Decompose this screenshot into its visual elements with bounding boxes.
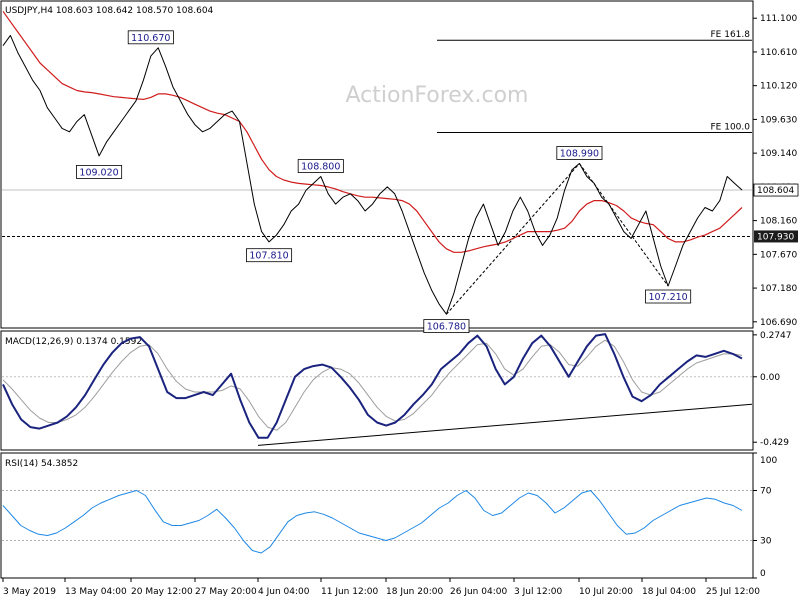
price-panel-frame [0,0,754,329]
macd-line [2,333,743,439]
price-y-tick-label: 111.100 [760,14,797,24]
swing-label: 110.670 [131,33,170,44]
swing-label-box [423,319,470,334]
rsi-panel-title: RSI(14) 54.3852 [5,459,78,469]
swing-label: 106.780 [427,322,466,333]
macd-panel-title: MACD(12,26,9) 0.1374 0.1592 [5,337,142,347]
rsi-y-tick-label: 100 [760,456,777,466]
swing-label-box [127,30,174,45]
fib-level-label: FE 100.0 [711,122,751,132]
swing-label-box [76,165,123,179]
rsi-line [2,490,743,554]
price-y-tick-label: 109.140 [760,149,797,159]
macd-y-tick-label: -0.429 [760,438,789,448]
macd-y-tick-label: 0.2747 [760,331,792,341]
x-axis-tick-label: 3 Jul 12:00 [514,587,563,597]
macd-y-tick-label: 0.00 [760,373,780,383]
swing-label: 107.210 [648,292,687,303]
macd-signal-line [2,339,743,431]
macd-layer: 0.2747 0.00 -0.429 [2,331,792,448]
swing-label-box [645,289,692,304]
x-axis-tick-label: 18 Jun 20:00 [386,587,443,597]
price-y-tick-label: 110.120 [760,82,797,92]
x-axis-tick-label: 3 May 2019 [3,587,56,597]
swing-label-box [297,159,344,173]
x-axis-tick-label: 18 Jul 04:00 [642,587,696,597]
x-axis-tick-label: 4 Jun 04:00 [258,587,310,597]
price-layer: 106.690107.180107.670108.160108.650109.1… [2,10,799,334]
swing-label: 108.990 [560,148,599,159]
last-price-tag [753,183,799,197]
support-level-label: 107.930 [757,232,794,242]
price-line [2,34,743,315]
price-y-tick-label: 110.610 [760,48,797,58]
support-level-tag [754,230,798,243]
x-axis-tick-label: 13 May 04:00 [65,587,127,597]
macd-panel-frame [0,330,754,451]
fib-level-label: FE 161.8 [711,30,751,40]
watermark-text: ActionForex.com [346,83,529,108]
swing-label: 108.800 [301,162,340,173]
swing-label-box [246,248,293,263]
x-axis-tick-label: 25 Jul 12:00 [706,587,760,597]
rsi-y-tick-label: 0 [760,569,766,579]
rsi-y-tick-label: 70 [760,487,772,497]
rsi-y-tick-label: 30 [760,537,772,547]
x-axis-tick-label: 20 May 12:00 [131,587,193,597]
rsi-layer: 100 70 30 0 [2,452,777,579]
price-panel-title: USDJPY,H4 108.603 108.642 108.570 108.60… [5,6,214,16]
swing-label-box [556,146,603,160]
x-axis-tick-label: 11 Jun 12:00 [321,587,378,597]
x-axis-tick-label: 27 May 20:00 [195,587,257,597]
price-y-tick-label: 106.690 [760,318,797,328]
x-axis: 3 May 2019 13 May 04:00 20 May 12:00 27 May… [2,578,760,597]
macd-trendline [257,403,753,446]
price-y-tick-label: 109.630 [760,115,797,125]
x-axis-tick-label: 26 Jun 04:00 [450,587,507,597]
price-y-tick-label: 108.160 [760,217,797,227]
rsi-panel-frame [0,452,754,579]
moving-average-line [2,10,743,253]
swing-label: 107.810 [249,251,288,262]
price-y-tick-label: 107.180 [760,284,797,294]
x-axis-tick-label: 10 Jul 20:00 [579,587,633,597]
swing-label: 109.020 [79,167,118,178]
price-y-tick-label: 107.670 [760,250,797,260]
last-price-label: 108.604 [757,186,794,196]
